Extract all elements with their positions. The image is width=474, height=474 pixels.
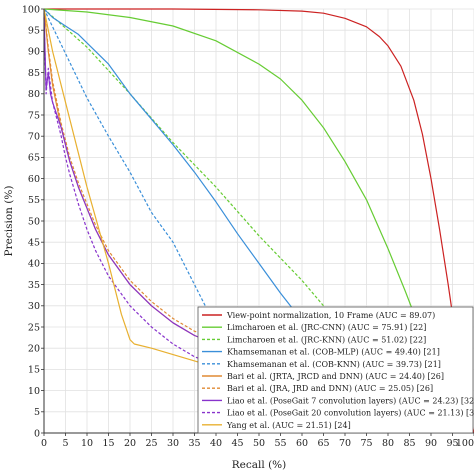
legend-entry-1: Limcharoen et al. (JRC-CNN) (AUC = 75.91… <box>227 323 426 332</box>
x-tick-label-2: 10 <box>81 438 93 449</box>
x-tick-label-10: 50 <box>253 438 265 449</box>
legend-entry-8: Liao et al. (PoseGait 20 convolution lay… <box>227 409 474 418</box>
y-tick-label-13: 65 <box>28 153 40 164</box>
x-tick-label-6: 30 <box>167 438 179 449</box>
x-tick-label-16: 80 <box>382 438 394 449</box>
y-tick-label-1: 5 <box>34 407 40 418</box>
x-tick-label-1: 5 <box>62 438 68 449</box>
y-tick-label-0: 0 <box>34 428 40 439</box>
y-tick-label-19: 95 <box>28 26 40 37</box>
x-tick-label-15: 75 <box>360 438 372 449</box>
x-tick-label-11: 55 <box>274 438 286 449</box>
x-tick-label-19: 95 <box>446 438 458 449</box>
series-line-5 <box>43 8 238 353</box>
y-tick-label-12: 60 <box>28 174 40 185</box>
x-axis-label: Recall (%) <box>232 459 286 471</box>
x-tick-label-9: 45 <box>231 438 243 449</box>
y-tick-label-2: 10 <box>28 386 40 397</box>
y-tick-label-3: 15 <box>28 365 40 376</box>
legend-entry-0: View-point normalization, 10 Frame (AUC … <box>226 311 435 320</box>
x-tick-label-13: 65 <box>317 438 329 449</box>
y-tick-label-11: 55 <box>28 195 40 206</box>
y-tick-label-15: 75 <box>28 110 40 121</box>
series-line-7 <box>43 13 238 353</box>
legend-entry-5: Bari et al. (JRTA, JRCD and DNN) (AUC = … <box>227 372 444 381</box>
y-tick-label-5: 25 <box>28 322 40 333</box>
x-tick-label-12: 60 <box>296 438 308 449</box>
legend-entry-6: Bari et al. (JRA, JRD and DNN) (AUC = 25… <box>227 384 433 393</box>
tick-labels: 0 5 10 15 20 25 30 35 40 45 50 55 60 65 70 75 80 85 90 9510… <box>22 4 474 449</box>
y-tick-label-9: 45 <box>28 238 40 249</box>
x-tick-label-18: 90 <box>425 438 437 449</box>
x-tick-label-3: 15 <box>102 438 114 449</box>
y-tick-label-4: 20 <box>28 344 40 355</box>
y-tick-label-18: 90 <box>28 47 40 58</box>
x-tick-label-0: 0 <box>41 438 47 449</box>
legend-entry-2: Limcharoen et al. (JRC-KNN) (AUC = 51.02… <box>227 335 426 344</box>
legend-entry-7: Liao et al. (PoseGait 7 convolution laye… <box>227 396 474 405</box>
legend-box <box>197 306 474 434</box>
y-tick-label-20: 100 <box>22 4 40 15</box>
x-tick-label-7: 35 <box>188 438 200 449</box>
legend-entry-3: Khamsemanan et al. (COB-MLP) (AUC = 49.4… <box>227 348 440 357</box>
legend-entry-9: Yang et al. (AUC = 21.51) [24] <box>226 421 351 430</box>
x-tick-label-5: 25 <box>145 438 157 449</box>
y-tick-label-10: 50 <box>28 216 40 227</box>
y-tick-label-16: 80 <box>28 89 40 100</box>
y-tick-label-6: 30 <box>28 301 40 312</box>
legend: View-point normalization, 10 Frame (AUC … <box>197 306 474 434</box>
legend-entry-4: Khamsemanan et al. (COB-KNN) (AUC = 39.7… <box>227 360 441 369</box>
x-tick-label-4: 20 <box>124 438 136 449</box>
y-tick-label-8: 40 <box>28 259 40 270</box>
y-tick-label-17: 85 <box>28 68 40 79</box>
series-line-9 <box>43 8 238 375</box>
series-line-0 <box>44 8 474 434</box>
x-tick-label-14: 70 <box>339 438 351 449</box>
series-line-8 <box>43 17 238 375</box>
x-tick-label-17: 85 <box>403 438 415 449</box>
x-tick-label-8: 40 <box>210 438 222 449</box>
y-tick-label-14: 70 <box>28 132 40 143</box>
x-tick-label-20: 100 <box>456 438 474 449</box>
y-axis-label: Precision (%) <box>3 186 15 257</box>
y-tick-label-7: 35 <box>28 280 40 291</box>
series-line-6 <box>43 8 238 349</box>
